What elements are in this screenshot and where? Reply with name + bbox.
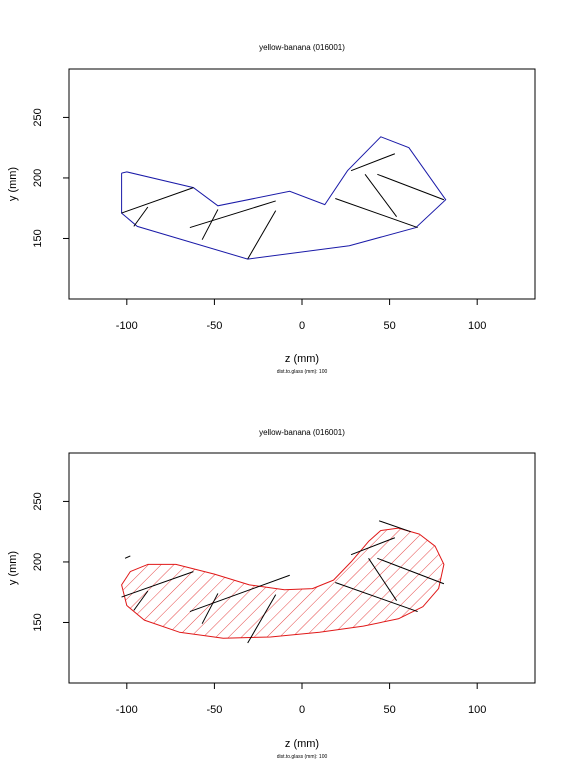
panel-1: yellow-banana (016001) -100 -50 0 50 100 150… bbox=[7, 43, 536, 375]
inner-segment bbox=[350, 153, 396, 172]
panel-1-x-ticks: -100 -50 0 50 100 bbox=[116, 299, 486, 332]
inner-segment bbox=[189, 574, 290, 613]
panel-2-x-axis-label: z (mm) bbox=[285, 738, 319, 750]
inner-segment bbox=[377, 173, 445, 201]
x-tick-label: 0 bbox=[299, 704, 305, 716]
panel-2-x-ticks: -100 -50 0 50 100 bbox=[116, 683, 486, 716]
y-tick-label: 200 bbox=[32, 169, 44, 187]
y-tick-label: 150 bbox=[32, 229, 44, 247]
inner-segment bbox=[368, 558, 398, 601]
x-tick-label: 50 bbox=[383, 320, 395, 332]
inner-segment bbox=[121, 187, 194, 214]
inner-segment bbox=[335, 198, 418, 229]
x-tick-label: -50 bbox=[206, 320, 222, 332]
object-outline-filled bbox=[121, 527, 445, 639]
panel-2-title: yellow-banana (016001) bbox=[259, 428, 345, 437]
inner-segment bbox=[378, 520, 411, 533]
panel-2: yellow-banana (016001) -100 -50 0 50 100 150… bbox=[7, 428, 536, 760]
panel-2-y-axis-label: y (mm) bbox=[7, 551, 19, 585]
x-tick-label: -100 bbox=[116, 704, 138, 716]
inner-segment bbox=[133, 206, 149, 227]
x-tick-label: 100 bbox=[468, 320, 486, 332]
inner-segment bbox=[124, 555, 131, 559]
x-tick-label: -100 bbox=[116, 320, 138, 332]
inner-segment bbox=[247, 594, 277, 644]
x-tick-label: 0 bbox=[299, 320, 305, 332]
x-tick-label: -50 bbox=[206, 704, 222, 716]
inner-segment bbox=[335, 582, 418, 613]
inner-segment bbox=[350, 537, 396, 556]
panel-1-marks bbox=[121, 136, 447, 260]
inner-segment bbox=[189, 200, 276, 229]
panel-1-y-ticks: 150 200 250 bbox=[32, 108, 69, 248]
x-tick-label: 50 bbox=[383, 704, 395, 716]
y-tick-label: 150 bbox=[32, 613, 44, 631]
panel-2-marks bbox=[121, 520, 445, 644]
inner-segment bbox=[121, 571, 194, 598]
panel-1-subnote: dist.to.glass (mm): 100 bbox=[277, 369, 328, 375]
panel-2-y-ticks: 150 200 250 bbox=[32, 492, 69, 632]
panel-1-plot-frame bbox=[68, 68, 536, 300]
inner-segment bbox=[247, 210, 277, 260]
inner-segment bbox=[364, 174, 398, 217]
inner-segment bbox=[201, 593, 219, 624]
y-tick-label: 250 bbox=[32, 492, 44, 510]
panel-1-title: yellow-banana (016001) bbox=[259, 43, 345, 52]
inner-segment bbox=[377, 557, 445, 585]
x-tick-label: 100 bbox=[468, 704, 486, 716]
y-tick-label: 200 bbox=[32, 553, 44, 571]
panel-1-x-axis-label: z (mm) bbox=[285, 353, 319, 365]
inner-segment bbox=[133, 590, 149, 611]
panel-1-y-axis-label: y (mm) bbox=[7, 167, 19, 201]
panel-2-subnote: dist.to.glass (mm): 100 bbox=[277, 754, 328, 760]
y-tick-label: 250 bbox=[32, 108, 44, 126]
object-outline bbox=[121, 136, 447, 260]
inner-segment bbox=[201, 209, 219, 240]
